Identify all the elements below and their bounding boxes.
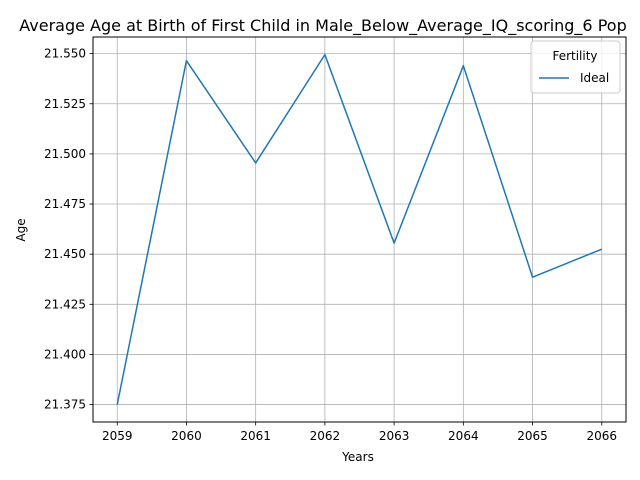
x-tick-label: 2061 (240, 429, 271, 443)
data-point (324, 53, 326, 55)
data-point (254, 162, 256, 164)
x-axis-label: Years (341, 450, 374, 464)
y-tick-label: 21.375 (44, 398, 86, 412)
data-point (116, 403, 118, 405)
plot-frame (92, 36, 627, 423)
y-tick-label: 21.500 (44, 147, 86, 161)
series-group (116, 53, 603, 405)
x-axis: 2059 2060 2061 2062 2063 2064 2065 2066 (102, 422, 617, 443)
data-point (185, 59, 187, 61)
x-tick-label: 2064 (448, 429, 479, 443)
y-tick-label: 21.450 (44, 247, 86, 261)
legend-title: Fertility (552, 49, 597, 63)
y-axis: 21.375 21.400 21.425 21.450 21.475 21.500 21.5… (44, 47, 93, 412)
x-tick-label: 2059 (102, 429, 133, 443)
x-tick-label: 2060 (171, 429, 202, 443)
data-point (462, 64, 464, 66)
data-point (393, 242, 395, 244)
y-tick-label: 21.550 (44, 47, 86, 61)
legend-label-ideal: Ideal (580, 71, 609, 85)
legend-box (530, 40, 621, 94)
legend: Fertility Ideal (530, 40, 621, 94)
x-tick-label: 2063 (379, 429, 410, 443)
x-tick-label: 2065 (517, 429, 548, 443)
y-tick-label: 21.475 (44, 197, 86, 211)
y-tick-label: 21.400 (44, 347, 86, 361)
chart-title: Average Age at Birth of First Child in M… (19, 16, 626, 36)
data-point (531, 276, 533, 278)
y-tick-label: 21.425 (44, 297, 86, 311)
data-point (601, 248, 603, 250)
y-tick-label: 21.525 (44, 97, 86, 111)
y-axis-label: Age (14, 218, 28, 241)
x-tick-label: 2066 (586, 429, 617, 443)
grid (93, 37, 626, 422)
series-line-ideal (116, 53, 603, 405)
x-tick-label: 2062 (310, 429, 341, 443)
